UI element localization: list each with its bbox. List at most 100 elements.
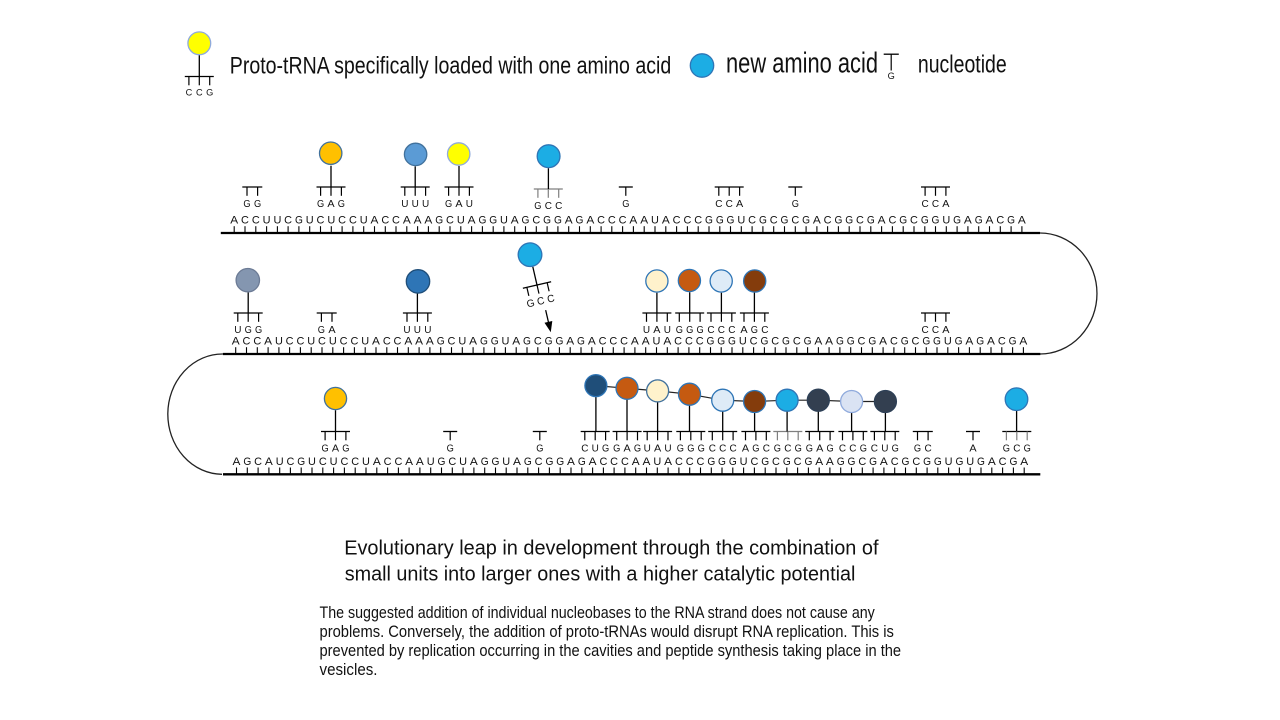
svg-text:A: A — [643, 456, 651, 468]
svg-text:C: C — [685, 336, 693, 348]
svg-text:U: U — [263, 215, 271, 227]
svg-text:G: G — [622, 199, 629, 210]
svg-text:A: A — [415, 336, 423, 348]
svg-text:U: U — [502, 456, 510, 468]
svg-text:C: C — [241, 215, 249, 227]
svg-text:C: C — [340, 456, 348, 468]
svg-text:C: C — [286, 456, 294, 468]
svg-text:C: C — [318, 336, 326, 348]
svg-text:U: U — [740, 456, 748, 468]
svg-text:G: G — [933, 336, 941, 348]
svg-text:U: U — [966, 456, 974, 468]
svg-text:C: C — [791, 215, 799, 227]
svg-text:prevented by replication occur: prevented by replication occurring in th… — [320, 641, 902, 660]
svg-text:C: C — [697, 456, 705, 468]
svg-text:A: A — [813, 215, 821, 227]
svg-text:G: G — [934, 456, 942, 468]
svg-text:C: C — [696, 336, 704, 348]
svg-text:C: C — [252, 215, 260, 227]
svg-text:C: C — [750, 456, 758, 468]
svg-text:G: G — [543, 215, 551, 227]
svg-text:A: A — [589, 456, 597, 468]
svg-text:G: G — [888, 71, 895, 81]
svg-text:C: C — [536, 296, 546, 308]
svg-text:A: A — [663, 336, 671, 348]
svg-text:C: C — [675, 456, 683, 468]
svg-text:C: C — [599, 456, 607, 468]
svg-text:G: G — [761, 456, 769, 468]
svg-text:C: C — [620, 336, 628, 348]
svg-text:G: G — [481, 456, 489, 468]
svg-text:C: C — [1013, 443, 1020, 454]
svg-text:G: G — [254, 199, 261, 210]
svg-text:U: U — [422, 199, 429, 210]
svg-text:G: G — [751, 325, 758, 336]
svg-text:nucleotide: nucleotide — [918, 50, 1007, 78]
svg-text:G: G — [445, 199, 452, 210]
svg-text:G: G — [717, 336, 725, 348]
svg-text:A: A — [815, 456, 823, 468]
svg-text:A: A — [653, 325, 660, 336]
svg-text:G: G — [804, 456, 812, 468]
svg-text:C: C — [925, 443, 932, 454]
svg-text:G: G — [297, 456, 305, 468]
svg-text:G: G — [1009, 336, 1017, 348]
svg-text:U: U — [944, 336, 952, 348]
svg-text:C: C — [674, 336, 682, 348]
svg-text:A: A — [230, 215, 238, 227]
svg-text:G: G — [1007, 215, 1015, 227]
svg-text:G: G — [760, 336, 768, 348]
svg-text:U: U — [414, 325, 421, 336]
svg-text:G: G — [338, 199, 345, 210]
svg-text:G: G — [718, 456, 726, 468]
svg-text:G: G — [707, 336, 715, 348]
svg-text:C: C — [196, 88, 203, 98]
svg-text:C: C — [317, 215, 325, 227]
svg-text:C: C — [996, 215, 1004, 227]
svg-text:G: G — [526, 298, 536, 311]
svg-text:G: G — [792, 199, 799, 210]
svg-text:U: U — [653, 456, 661, 468]
svg-text:C: C — [871, 443, 878, 454]
svg-text:G: G — [687, 443, 694, 454]
svg-text:C: C — [609, 336, 617, 348]
svg-text:G: G — [536, 443, 543, 454]
svg-text:A: A — [372, 336, 380, 348]
svg-text:G: G — [860, 443, 867, 454]
svg-text:C: C — [384, 456, 392, 468]
svg-text:A: A — [1018, 215, 1026, 227]
svg-text:C: C — [253, 336, 261, 348]
svg-text:C: C — [707, 325, 714, 336]
svg-text:A: A — [642, 336, 650, 348]
svg-text:G: G — [955, 336, 963, 348]
svg-text:A: A — [816, 443, 823, 454]
svg-text:U: U — [459, 456, 467, 468]
svg-text:U: U — [651, 215, 659, 227]
svg-text:U: U — [308, 456, 316, 468]
svg-text:The suggested addition of indi: The suggested addition of individual nuc… — [320, 603, 876, 622]
svg-text:G: G — [478, 215, 486, 227]
svg-text:G: G — [752, 443, 759, 454]
svg-text:U: U — [664, 325, 671, 336]
svg-text:U: U — [330, 456, 338, 468]
svg-text:U: U — [458, 336, 466, 348]
svg-text:A: A — [664, 456, 672, 468]
svg-text:G: G — [243, 199, 250, 210]
svg-text:C: C — [599, 336, 607, 348]
svg-text:G: G — [729, 456, 737, 468]
svg-text:A: A — [662, 215, 670, 227]
svg-text:U: U — [737, 215, 745, 227]
svg-text:C: C — [912, 456, 920, 468]
svg-text:G: G — [489, 215, 497, 227]
svg-text:C: C — [709, 443, 716, 454]
svg-text:U: U — [361, 336, 369, 348]
svg-text:A: A — [988, 456, 996, 468]
svg-text:G: G — [716, 215, 724, 227]
svg-text:G: G — [781, 215, 789, 227]
svg-text:C: C — [532, 215, 540, 227]
svg-text:C: C — [891, 456, 899, 468]
svg-text:C: C — [719, 443, 726, 454]
svg-text:A: A — [513, 456, 521, 468]
svg-text:small units into larger ones w: small units into larger ones with a high… — [345, 562, 856, 585]
svg-text:U: U — [306, 215, 314, 227]
